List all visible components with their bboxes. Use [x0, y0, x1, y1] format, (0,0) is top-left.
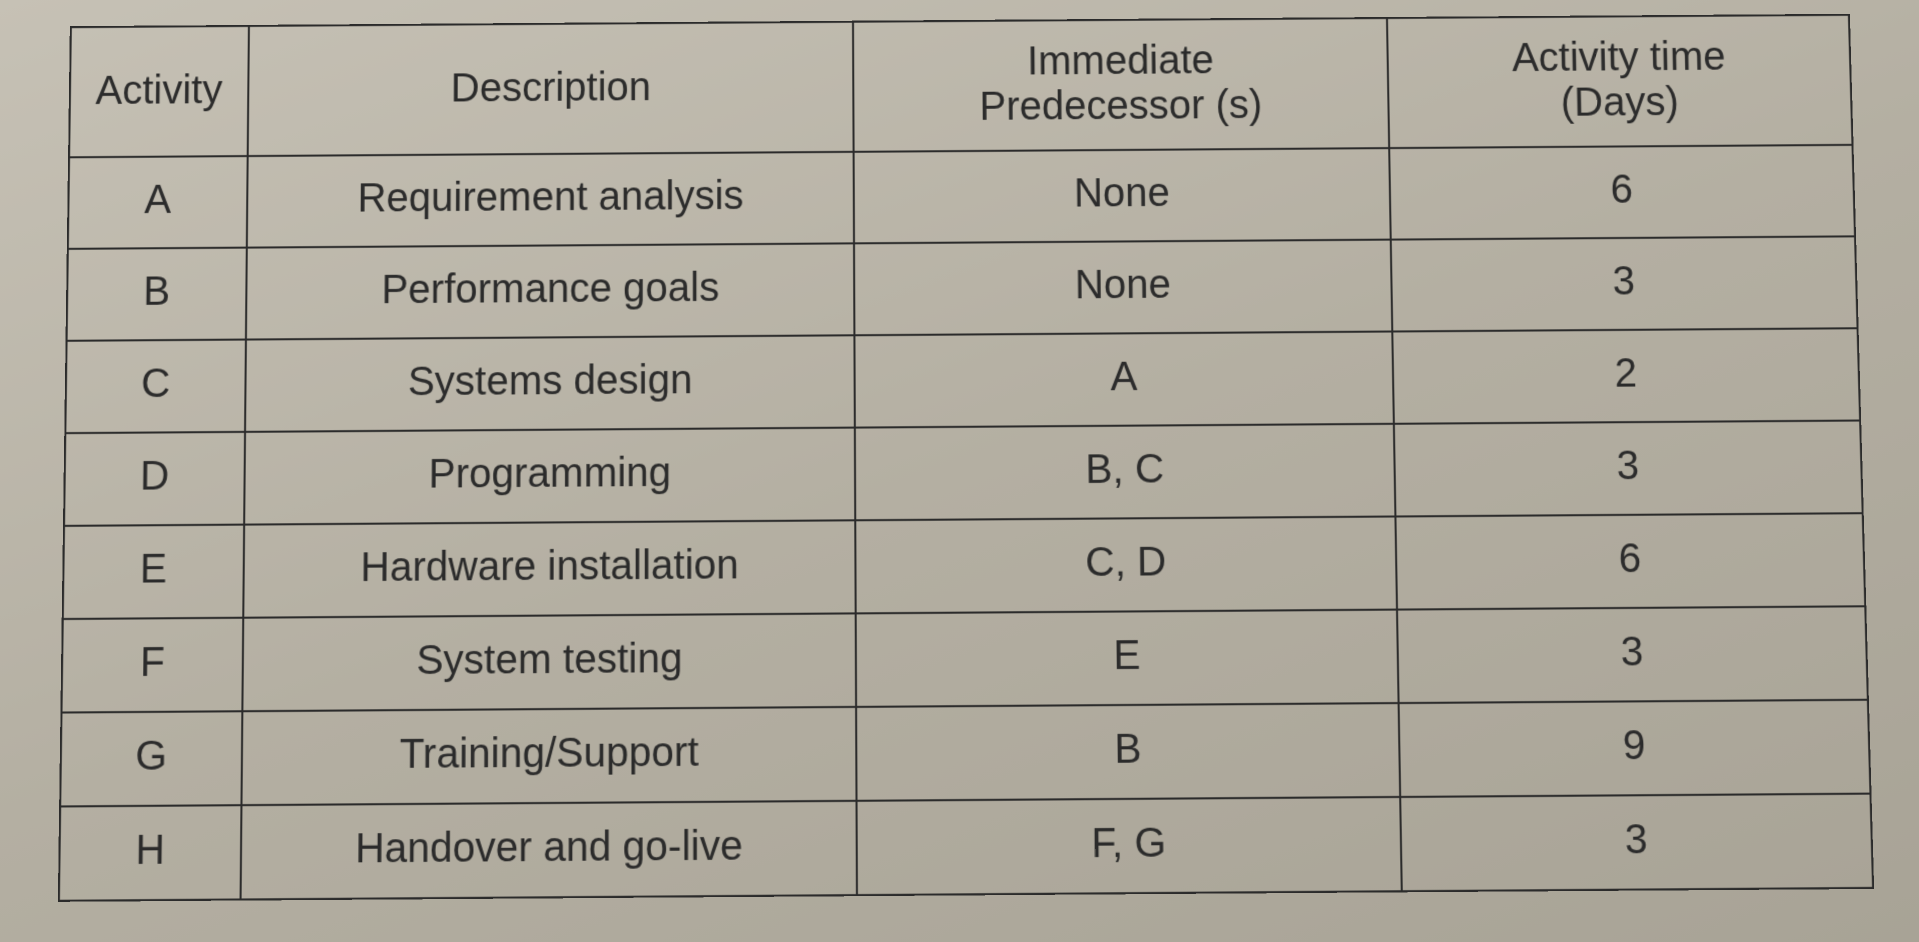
- table-row: F System testing E 3: [61, 606, 1867, 712]
- cell-description: Requirement analysis: [246, 152, 854, 248]
- cell-description: Handover and go-live: [240, 801, 857, 900]
- table-sheet: Activity Description ImmediatePredecesso…: [57, 14, 1873, 902]
- cell-time: 3: [1396, 606, 1867, 703]
- cell-time: 6: [1395, 513, 1865, 609]
- cell-time: 9: [1398, 700, 1870, 797]
- col-header-description: Description: [247, 22, 853, 156]
- table-row: G Training/Support B 9: [60, 700, 1870, 807]
- cell-activity: F: [61, 618, 243, 713]
- cell-predecessor: A: [854, 332, 1393, 428]
- cell-predecessor: F, G: [856, 797, 1401, 895]
- cell-activity: G: [60, 711, 242, 806]
- cell-predecessor: None: [853, 148, 1390, 243]
- table-row: H Handover and go-live F, G 3: [58, 794, 1872, 901]
- cell-activity: C: [65, 340, 245, 434]
- cell-predecessor: C, D: [855, 516, 1396, 613]
- cell-time: 2: [1391, 328, 1859, 424]
- cell-time: 3: [1393, 421, 1862, 517]
- cell-activity: B: [66, 248, 246, 341]
- table-body: A Requirement analysis None 6 B Performa…: [58, 145, 1872, 901]
- table-header: Activity Description ImmediatePredecesso…: [69, 15, 1852, 158]
- cell-description: System testing: [242, 613, 856, 711]
- activity-table: Activity Description ImmediatePredecesso…: [57, 14, 1873, 902]
- cell-description: Programming: [243, 428, 855, 525]
- cell-activity: A: [67, 156, 247, 249]
- cell-description: Systems design: [244, 335, 854, 432]
- cell-activity: H: [58, 805, 240, 901]
- cell-time: 3: [1390, 236, 1857, 331]
- cell-time: 6: [1388, 145, 1854, 240]
- col-header-predecessor: ImmediatePredecessor (s): [853, 18, 1389, 152]
- table-row: A Requirement analysis None 6: [67, 145, 1854, 249]
- cell-time: 3: [1399, 794, 1872, 892]
- table-row: C Systems design A 2: [65, 328, 1860, 433]
- table-row: B Performance goals None 3: [66, 236, 1857, 340]
- cell-predecessor: B, C: [855, 424, 1395, 520]
- cell-description: Training/Support: [241, 707, 857, 805]
- table-row: E Hardware installation C, D 6: [62, 513, 1865, 619]
- cell-description: Performance goals: [245, 243, 854, 339]
- cell-activity: D: [64, 432, 245, 526]
- page: Activity Description ImmediatePredecesso…: [0, 0, 1919, 942]
- cell-predecessor: E: [855, 610, 1397, 707]
- col-header-time: Activity time(Days): [1386, 15, 1852, 148]
- table-row: D Programming B, C 3: [64, 421, 1863, 526]
- cell-predecessor: B: [856, 703, 1399, 801]
- cell-description: Hardware installation: [243, 520, 856, 617]
- cell-predecessor: None: [854, 240, 1392, 336]
- table-header-row: Activity Description ImmediatePredecesso…: [69, 15, 1852, 158]
- col-header-activity: Activity: [69, 26, 249, 157]
- cell-activity: E: [62, 525, 243, 619]
